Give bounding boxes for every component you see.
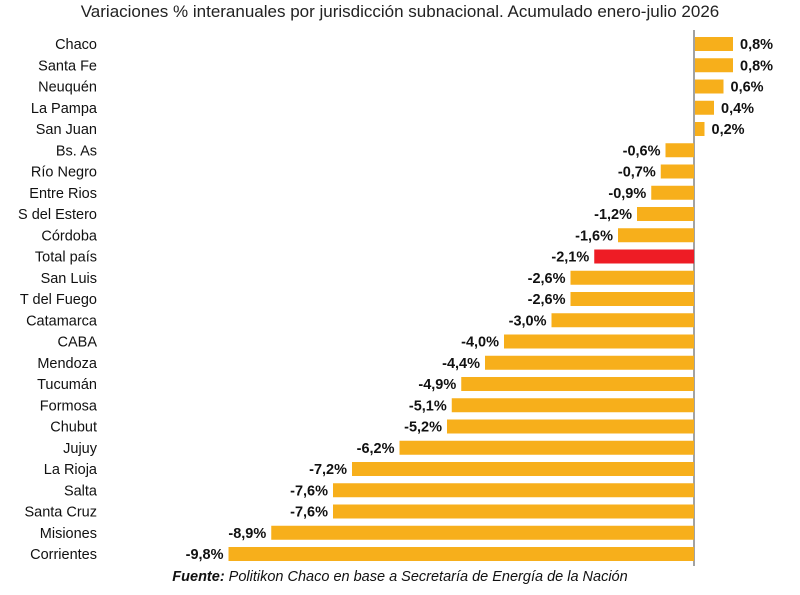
category-label: Río Negro (31, 165, 97, 181)
bar (228, 547, 694, 561)
source-text: Politikon Chaco en base a Secretaría de … (224, 569, 628, 585)
value-label: 0,4% (721, 101, 754, 117)
category-label: Catamarca (26, 313, 98, 329)
bar-highlight (594, 249, 694, 264)
category-label: S del Estero (18, 207, 97, 223)
bar (271, 525, 694, 540)
category-label: T del Fuego (20, 292, 97, 308)
bar (695, 100, 714, 115)
bar (333, 504, 694, 519)
value-label: -1,2% (594, 207, 632, 223)
value-label: -0,6% (623, 143, 661, 159)
category-label: Chubut (50, 420, 97, 436)
bar (660, 164, 694, 179)
bar (333, 483, 694, 498)
category-label: San Juan (36, 122, 97, 138)
bar (695, 58, 733, 73)
value-label: -4,0% (461, 335, 499, 351)
category-label: Corrientes (30, 547, 97, 563)
category-label: Córdoba (41, 228, 98, 244)
category-label: Jujuy (63, 441, 98, 457)
bar (637, 207, 694, 221)
bar (504, 334, 694, 349)
source-note: Fuente: Politikon Chaco en base a Secret… (0, 569, 800, 585)
category-label: Santa Fe (38, 58, 97, 74)
category-label: Misiones (40, 526, 97, 542)
category-label: Tucumán (37, 377, 97, 393)
category-label: La Pampa (31, 101, 98, 117)
bar (570, 292, 694, 306)
category-label: La Rioja (44, 462, 98, 478)
value-label: -6,2% (357, 441, 395, 457)
value-label: -1,6% (575, 228, 613, 244)
value-label: -0,9% (608, 186, 646, 202)
category-label: San Luis (41, 271, 97, 287)
value-label: 0,8% (740, 58, 773, 74)
category-label: Neuquén (38, 80, 97, 96)
value-label: -2,6% (528, 292, 566, 308)
value-label: -2,6% (528, 271, 566, 287)
chart-title: Variaciones % interanuales por jurisdicc… (80, 2, 720, 21)
value-label: -5,2% (404, 420, 442, 436)
value-label: -7,2% (309, 462, 347, 478)
value-label: 0,8% (740, 37, 773, 53)
bar (695, 79, 724, 94)
category-label: Bs. As (56, 143, 97, 159)
bar (551, 313, 694, 328)
value-label: -7,6% (290, 483, 328, 499)
category-label: Santa Cruz (24, 505, 97, 521)
category-label: Mendoza (37, 356, 98, 372)
bar (451, 398, 694, 413)
bar (618, 228, 694, 243)
value-label: -9,8% (186, 547, 224, 563)
value-label: -7,6% (290, 505, 328, 521)
value-label: -0,7% (618, 165, 656, 181)
category-label: Entre Rios (29, 186, 97, 202)
value-label: -8,9% (228, 526, 266, 542)
value-label: -4,9% (418, 377, 456, 393)
bar (570, 270, 694, 285)
value-label: -3,0% (509, 313, 547, 329)
bar (461, 377, 694, 391)
value-label: -4,4% (442, 356, 480, 372)
category-label: CABA (58, 335, 98, 351)
bar (447, 419, 694, 434)
category-label: Chaco (55, 37, 97, 53)
value-label: 0,2% (712, 122, 745, 138)
value-label: 0,6% (731, 80, 764, 96)
value-label: -2,1% (551, 250, 589, 266)
bar (695, 122, 705, 136)
bar (695, 37, 733, 51)
source-label: Fuente: (172, 569, 225, 585)
bar (651, 185, 694, 200)
bar (399, 440, 694, 455)
category-label: Salta (64, 483, 98, 499)
bar (485, 355, 694, 370)
bar (665, 143, 694, 158)
category-label: Total país (35, 250, 97, 266)
category-label: Formosa (40, 398, 98, 414)
bar (352, 462, 694, 476)
value-label: -5,1% (409, 398, 447, 414)
